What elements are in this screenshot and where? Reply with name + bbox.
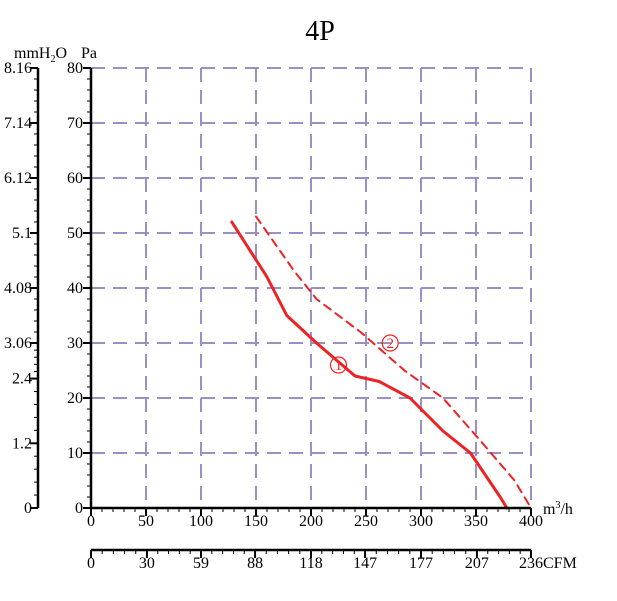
x-axis-m3h-tick: 0 bbox=[87, 513, 95, 530]
y-axis-mmh2o-tick: 8.16 bbox=[4, 60, 32, 77]
y-axis-mmh2o-tick: 0 bbox=[24, 500, 32, 517]
y-axis-mmh2o-tick: 4.08 bbox=[4, 280, 32, 297]
y-axis-pa-tick: 70 bbox=[67, 115, 83, 132]
x-axis-cfm-tick: 0 bbox=[87, 555, 95, 572]
y-axis-pa-tick: 30 bbox=[67, 335, 83, 352]
x-axis-m3h-tick: 350 bbox=[464, 513, 488, 530]
y-axis-pa-tick: 20 bbox=[67, 390, 83, 407]
x-unit-cfm: CFM bbox=[543, 555, 577, 572]
y-axis-pa-tick: 0 bbox=[75, 500, 83, 517]
x-axis-m3h-tick: 400 bbox=[519, 513, 543, 530]
x-axis-cfm-tick: 88 bbox=[247, 555, 263, 572]
x-axis-cfm-tick: 118 bbox=[299, 555, 322, 572]
y-axis-mmh2o-tick: 3.06 bbox=[4, 335, 32, 352]
y-axis-mmh2o-tick: 1.2 bbox=[12, 435, 32, 452]
x-axis-cfm-tick: 177 bbox=[409, 555, 433, 572]
x-axis-m3h-tick: 100 bbox=[189, 513, 213, 530]
chart-bg bbox=[0, 0, 617, 601]
series-label-2: 2 bbox=[386, 336, 394, 352]
x-axis-cfm-tick: 30 bbox=[139, 555, 155, 572]
y-axis-mmh2o-tick: 7.14 bbox=[4, 115, 32, 132]
series-label-1: 1 bbox=[335, 358, 343, 374]
x-axis-cfm-tick: 207 bbox=[465, 555, 489, 572]
chart-title: 4P bbox=[305, 16, 335, 47]
x-axis-m3h-tick: 250 bbox=[354, 513, 378, 530]
y-axis-pa-tick: 50 bbox=[67, 225, 83, 242]
x-axis-cfm-tick: 147 bbox=[353, 555, 377, 572]
x-axis-m3h-tick: 150 bbox=[244, 513, 268, 530]
y-axis-mmh2o-tick: 5.1 bbox=[12, 225, 32, 242]
x-axis-m3h-tick: 300 bbox=[409, 513, 433, 530]
y-axis-mmh2o-tick: 2.4 bbox=[12, 371, 32, 388]
y-axis-pa-tick: 80 bbox=[67, 60, 83, 77]
pressure-flow-chart: 4P1201020304050607080Pa01.22.43.064.085.… bbox=[0, 0, 617, 601]
x-axis-m3h-tick: 50 bbox=[138, 513, 154, 530]
x-axis-cfm-tick: 59 bbox=[193, 555, 209, 572]
x-axis-cfm-tick: 236 bbox=[519, 555, 543, 572]
x-axis-m3h-tick: 200 bbox=[299, 513, 323, 530]
y-axis-pa-tick: 40 bbox=[67, 280, 83, 297]
y-axis-pa-tick: 10 bbox=[67, 445, 83, 462]
y-unit-pa: Pa bbox=[81, 45, 97, 62]
y-axis-pa-tick: 60 bbox=[67, 170, 83, 187]
y-axis-mmh2o-tick: 6.12 bbox=[4, 170, 32, 187]
